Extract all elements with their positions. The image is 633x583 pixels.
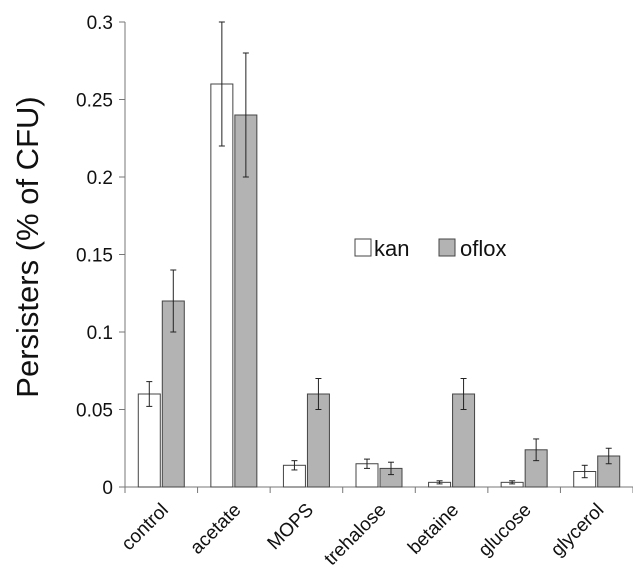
y-tick-label: 0.2 xyxy=(87,168,113,189)
x-tick-label-glucose: glucose xyxy=(475,500,536,561)
y-tick-label: 0.3 xyxy=(87,13,113,34)
y-axis-title: Persisters (% of CFU) xyxy=(10,96,45,397)
x-tick-label-trehalose: trehalose xyxy=(320,500,390,570)
legend-swatch-kan xyxy=(354,238,372,257)
legend-label-oflox: oflox xyxy=(460,236,506,261)
x-tick-label-glycerol: glycerol xyxy=(547,500,608,561)
bars xyxy=(137,21,621,488)
bar-kan-control xyxy=(137,393,161,488)
y-tick-label: 0.1 xyxy=(87,323,113,344)
x-tick-label-MOPS: MOPS xyxy=(264,500,318,554)
x-tick-labels: control acetate MOPS trehalose betaine glucos… xyxy=(118,500,609,570)
y-axis-title-group: Persisters (% of CFU) xyxy=(10,96,45,397)
legend-swatch-oflox xyxy=(438,238,456,257)
x-tick-label-acetate: acetate xyxy=(186,500,245,559)
y-tick-label: 0.15 xyxy=(76,246,113,267)
y-tick-label: 0 xyxy=(102,478,113,499)
legend-label-kan: kan xyxy=(374,236,409,261)
x-tick-label-control: control xyxy=(118,500,173,555)
axes: 0 0.05 0.1 0.15 0.2 0.25 0.3 xyxy=(76,13,633,499)
legend: kan oflox xyxy=(354,236,506,261)
x-tick-label-betaine: betaine xyxy=(404,500,463,559)
y-tick-label: 0.05 xyxy=(76,401,113,422)
y-tick-label: 0.25 xyxy=(76,91,113,112)
